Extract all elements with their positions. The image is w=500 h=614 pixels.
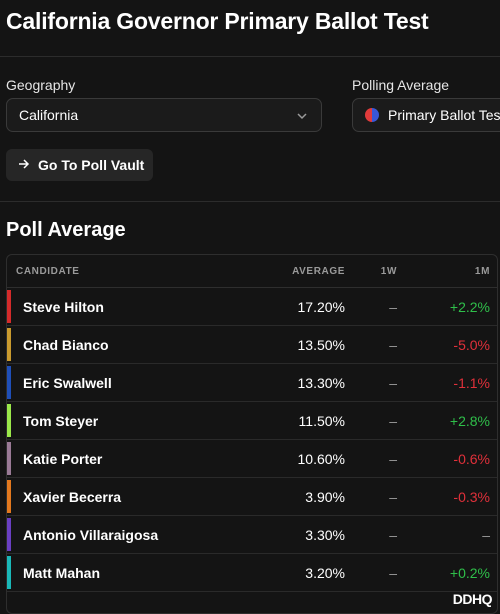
column-header-1w[interactable]: 1W (380, 265, 397, 277)
page-title: California Governor Primary Ballot Test (6, 8, 429, 34)
candidate-average: 13.50% (297, 336, 345, 353)
candidate-average: 10.60% (297, 450, 345, 467)
candidate-change-1w: – (389, 336, 397, 353)
geography-value: California (19, 107, 79, 123)
table-row[interactable]: Tom Steyer 11.50% – +2.8% (7, 402, 497, 440)
candidate-name: Steve Hilton (23, 298, 104, 315)
candidate-name: Katie Porter (23, 450, 103, 467)
candidate-color-bar (7, 556, 11, 589)
candidate-name: Chad Bianco (23, 336, 109, 353)
table-row[interactable]: Matt Mahan 3.20% – +0.2% (7, 554, 497, 592)
candidate-change-1w: – (389, 374, 397, 391)
poll-average-table: CANDIDATE AVERAGE 1W 1M Steve Hilton 17.2… (6, 254, 498, 614)
chevron-down-icon (297, 108, 307, 124)
candidate-change-1w: – (389, 450, 397, 467)
candidate-average: 3.30% (305, 526, 345, 543)
candidate-change-1w: – (389, 412, 397, 429)
candidate-name: Matt Mahan (23, 564, 100, 581)
candidate-color-bar (7, 328, 11, 361)
candidate-color-bar (7, 366, 11, 399)
geography-select[interactable]: California (6, 98, 322, 132)
candidate-average: 11.50% (298, 412, 345, 429)
column-header-average[interactable]: AVERAGE (292, 265, 345, 277)
table-row[interactable]: Antonio Villaraigosa 3.30% – – (7, 516, 497, 554)
candidate-average: 17.20% (297, 298, 345, 315)
ddhq-logo: DDHQ (452, 591, 493, 607)
candidate-change-1m: -1.1% (453, 374, 490, 391)
go-to-poll-vault-button[interactable]: Go To Poll Vault (6, 149, 153, 181)
table-row[interactable]: Xavier Becerra 3.90% – -0.3% (7, 478, 497, 516)
poll-type-icon (365, 108, 379, 122)
candidate-change-1m: +2.8% (449, 412, 490, 429)
candidate-change-1w: – (389, 564, 397, 581)
candidate-color-bar (7, 404, 11, 437)
geography-label: Geography (6, 77, 76, 93)
candidate-name: Antonio Villaraigosa (23, 526, 159, 543)
divider (0, 201, 500, 202)
candidate-name: Xavier Becerra (23, 488, 122, 505)
column-header-candidate[interactable]: CANDIDATE (16, 265, 80, 277)
candidate-change-1m: – (482, 526, 490, 543)
candidate-average: 13.30% (297, 374, 345, 391)
poll-average-heading: Poll Average (6, 219, 126, 241)
polling-average-select[interactable]: Primary Ballot Test (352, 98, 500, 132)
candidate-change-1m: +2.2% (449, 298, 490, 315)
candidate-name: Eric Swalwell (23, 374, 112, 391)
divider (0, 56, 500, 57)
candidate-color-bar (7, 480, 11, 513)
table-body: Steve Hilton 17.20% – +2.2% Chad Bianco 13.50… (7, 288, 497, 592)
column-header-1m[interactable]: 1M (474, 265, 490, 277)
candidate-change-1m: -5.0% (453, 336, 490, 353)
candidate-average: 3.20% (305, 564, 345, 581)
candidate-change-1w: – (389, 488, 397, 505)
candidate-change-1w: – (389, 298, 397, 315)
candidate-change-1m: -0.3% (453, 488, 490, 505)
table-row[interactable]: Chad Bianco 13.50% – -5.0% (7, 326, 497, 364)
candidate-color-bar (7, 290, 11, 323)
polling-average-value: Primary Ballot Test (388, 107, 500, 123)
candidate-change-1m: +0.2% (449, 564, 490, 581)
table-row[interactable]: Steve Hilton 17.20% – +2.2% (7, 288, 497, 326)
candidate-average: 3.90% (305, 488, 345, 505)
table-row[interactable]: Eric Swalwell 13.30% – -1.1% (7, 364, 497, 402)
candidate-color-bar (7, 518, 11, 551)
table-header: CANDIDATE AVERAGE 1W 1M (7, 255, 497, 288)
candidate-name: Tom Steyer (23, 412, 99, 429)
candidate-color-bar (7, 442, 11, 475)
table-row[interactable]: Katie Porter 10.60% – -0.6% (7, 440, 497, 478)
polling-average-label: Polling Average (352, 77, 450, 93)
arrow-right-icon (18, 157, 30, 173)
go-to-poll-vault-label: Go To Poll Vault (38, 157, 145, 173)
candidate-change-1w: – (389, 526, 397, 543)
candidate-change-1m: -0.6% (453, 450, 490, 467)
